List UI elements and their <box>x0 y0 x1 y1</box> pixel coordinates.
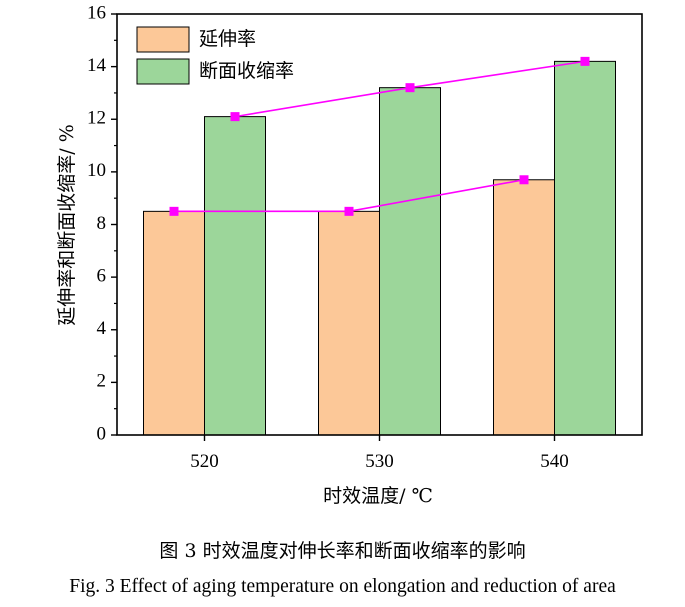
legend-label-2: 断面收缩率 <box>199 60 294 82</box>
marker-series-1-520 <box>169 206 179 216</box>
bar-reduction-of-area-520 <box>204 116 266 436</box>
legend-swatch-2 <box>136 58 190 85</box>
legend-swatch-1 <box>136 26 190 53</box>
marker-series-2-540 <box>580 56 590 66</box>
trend-lines-group <box>169 56 590 216</box>
bar-elongation-540 <box>493 179 555 436</box>
x-tick-label-540: 540 <box>540 451 569 472</box>
y-tick-label-10: 10 <box>87 160 106 181</box>
x-axis-title: 时效温度/ ℃ <box>323 485 433 507</box>
marker-series-2-530 <box>405 83 415 93</box>
bars-group <box>143 60 616 436</box>
figure-caption-chinese: 图 3 时效温度对伸长率和断面收缩率的影响 <box>159 540 526 562</box>
legend-label-1: 延伸率 <box>199 28 256 50</box>
marker-series-1-540 <box>519 175 529 185</box>
y-tick-label-2: 2 <box>97 371 107 392</box>
bar-elongation-520 <box>143 210 205 436</box>
x-tick-label-530: 530 <box>365 451 394 472</box>
bar-elongation-530 <box>318 210 380 436</box>
y-tick-label-12: 12 <box>87 108 106 129</box>
y-tick-label-0: 0 <box>97 423 107 444</box>
axes-group: 0 2 4 6 8 10 12 14 16 520 530 540 <box>87 2 643 472</box>
y-tick-label-4: 4 <box>97 318 107 339</box>
figure-caption-english: Fig. 3 Effect of aging temperature on el… <box>69 576 616 597</box>
y-tick-label-6: 6 <box>97 265 107 286</box>
y-tick-label-16: 16 <box>87 2 106 23</box>
y-axis-title: 延伸率和断面收缩率/ % <box>56 124 78 326</box>
bar-reduction-of-area-540 <box>554 60 616 436</box>
x-tick-label-520: 520 <box>190 451 219 472</box>
bar-reduction-of-area-530 <box>379 87 441 436</box>
y-tick-label-8: 8 <box>97 213 107 234</box>
marker-series-2-520 <box>230 112 240 122</box>
marker-series-1-530 <box>344 206 354 216</box>
y-tick-label-14: 14 <box>87 55 107 76</box>
